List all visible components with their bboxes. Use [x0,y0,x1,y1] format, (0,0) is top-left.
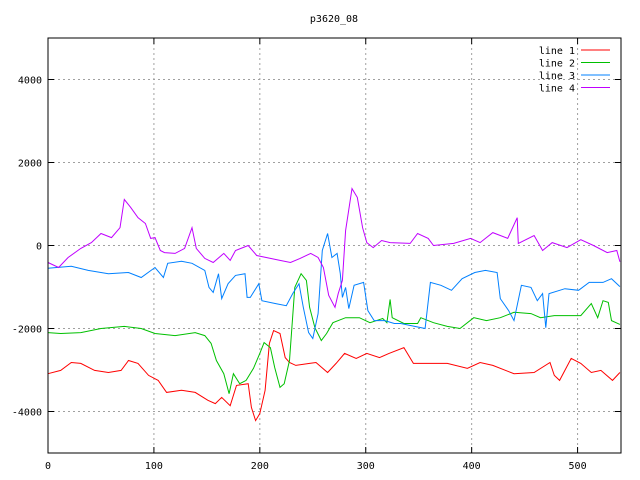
legend-label: line 1 [539,46,575,57]
series-line-3 [47,233,621,340]
series-line-1 [47,329,621,422]
x-tick-label: 400 [463,461,481,472]
y-tick-label: 2000 [18,159,42,170]
x-tick-label: 200 [251,461,269,472]
chart-title: p3620_08 [310,14,358,25]
legend-label: line 3 [539,71,575,82]
series-line-2 [47,272,621,394]
x-tick-label: 100 [145,461,163,472]
x-tick-label: 300 [357,461,375,472]
grid [47,38,621,453]
legend-label: line 2 [539,59,575,70]
y-tick-label: 4000 [18,76,42,87]
x-tick-label: 0 [45,461,51,472]
y-tick-label: -2000 [12,325,42,336]
y-tick-label: 0 [36,242,42,253]
x-tick-label: 500 [569,461,587,472]
y-tick-label: -4000 [12,408,42,419]
series-group [47,187,621,422]
axes: -4000 -2000 0 2000 4000 0 100 200 300 400 500 [12,38,621,472]
plot-frame [47,37,622,454]
series-line-4 [47,187,621,309]
legend-label: line 4 [539,84,575,95]
